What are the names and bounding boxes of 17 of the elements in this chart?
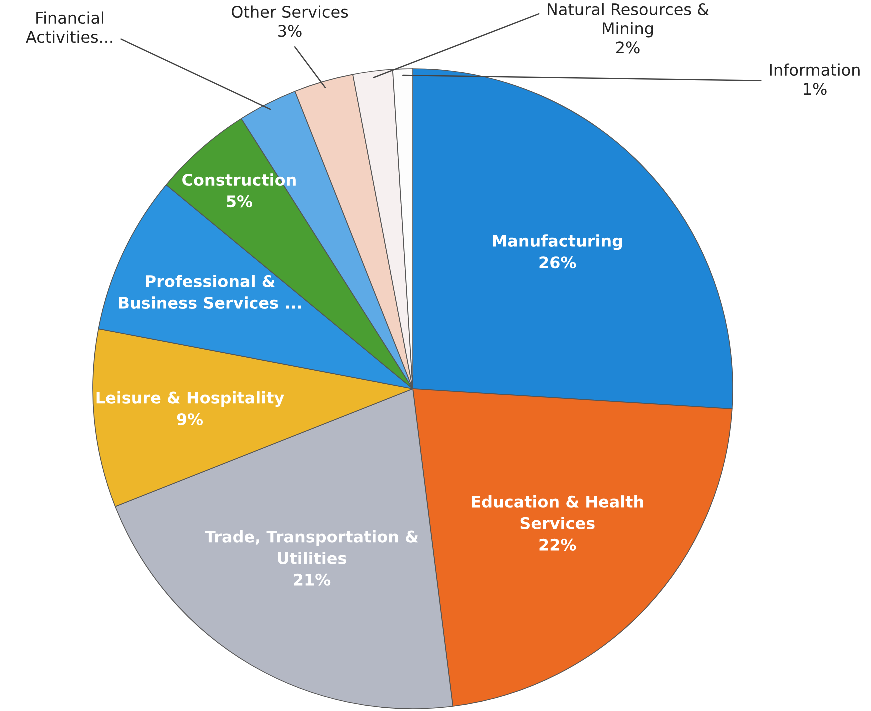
slice-label: Trade, Transportation & Utilities bbox=[205, 530, 418, 564]
slice-label: Manufacturing bbox=[493, 234, 622, 250]
data-label: 2% bbox=[616, 42, 640, 54]
data-label: 21% bbox=[294, 574, 331, 586]
data-label: 5% bbox=[227, 195, 253, 208]
slice-label: Natural Resources & Mining bbox=[548, 3, 710, 38]
data-label: 22% bbox=[540, 538, 576, 551]
data-label: 1% bbox=[804, 83, 827, 96]
data-label: 9% bbox=[177, 413, 204, 426]
slice-label: Information bbox=[770, 64, 860, 76]
slice-label: Other Services bbox=[232, 6, 348, 18]
slice-label: Professional & Business Services ... bbox=[119, 275, 302, 310]
data-label: 26% bbox=[540, 256, 576, 269]
data-label: 3% bbox=[278, 25, 302, 38]
slice-label: Leisure & Hospitality bbox=[96, 392, 284, 408]
slice-label: Financial Activities... bbox=[26, 12, 112, 44]
slice-label: Education & Health Services bbox=[472, 496, 644, 530]
